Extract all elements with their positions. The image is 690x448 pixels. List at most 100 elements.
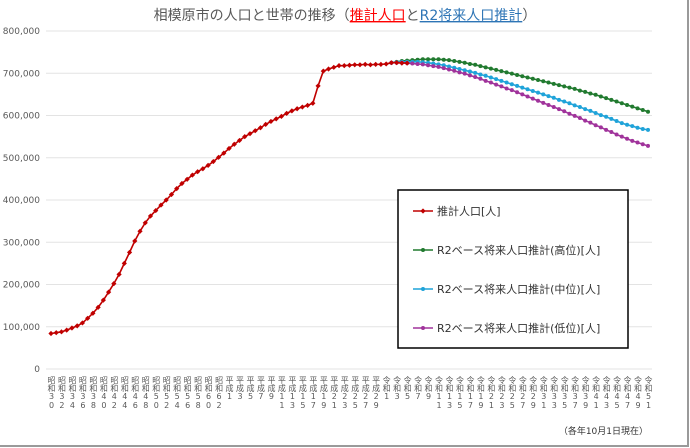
data-point (420, 62, 425, 67)
data-point (168, 191, 175, 198)
data-point (447, 58, 451, 63)
data-point (609, 97, 614, 102)
data-point (562, 109, 567, 114)
data-point (478, 72, 483, 77)
data-point (499, 78, 504, 83)
data-point (473, 70, 478, 75)
data-point (604, 96, 609, 101)
data-point (236, 137, 243, 144)
y-tick-label: 300,000 (3, 238, 40, 248)
data-point (388, 60, 394, 66)
data-point (273, 116, 279, 122)
data-point (284, 110, 290, 116)
data-point (462, 60, 467, 65)
y-tick-label: 500,000 (3, 154, 40, 164)
data-point (373, 61, 379, 67)
chart-title: 相模原市の人口と世帯の推移（推計人口とR2将来人口推計） (154, 7, 537, 24)
data-point (577, 116, 582, 121)
data-point (184, 176, 190, 182)
data-point (598, 94, 603, 99)
y-tick-label: 700,000 (3, 69, 40, 79)
data-point (289, 108, 295, 114)
data-point (426, 57, 431, 62)
data-point (441, 57, 446, 62)
data-point (499, 84, 504, 89)
data-point (420, 57, 425, 62)
data-point (467, 61, 472, 66)
data-point (189, 172, 195, 178)
data-point (415, 61, 420, 66)
data-point (452, 65, 457, 70)
data-point (635, 140, 640, 145)
data-point (421, 326, 425, 330)
data-point (630, 104, 635, 109)
data-point (619, 121, 624, 126)
data-point (572, 113, 577, 118)
data-point (404, 60, 410, 66)
data-point (257, 125, 264, 131)
data-point (299, 104, 305, 110)
data-point (53, 330, 59, 336)
legend-label: R2ベース将来人口推計(高位)[人] (437, 243, 600, 257)
data-point (619, 101, 624, 106)
legend-box (397, 189, 629, 349)
data-point (90, 310, 96, 316)
legend-item: R2ベース将来人口推計(低位)[人] (413, 321, 600, 335)
data-point (494, 67, 499, 72)
title-prefix: 相模原市の人口と世帯の推移（ (154, 7, 350, 24)
data-point (153, 207, 159, 214)
data-point (536, 78, 541, 83)
data-point (614, 118, 619, 123)
data-point (583, 107, 588, 112)
data-point (541, 92, 546, 97)
data-point (562, 99, 567, 104)
data-point (64, 327, 70, 333)
data-point (509, 71, 514, 76)
data-point (609, 116, 614, 121)
data-point (562, 84, 567, 89)
series-0 (48, 60, 410, 337)
data-point (126, 249, 133, 255)
data-point (625, 136, 630, 141)
data-point (346, 62, 353, 68)
data-point (598, 125, 603, 130)
data-point (210, 158, 216, 165)
data-point (421, 287, 425, 291)
data-point (215, 154, 222, 160)
data-point (310, 100, 316, 106)
data-point (447, 64, 451, 69)
data-point (520, 92, 525, 97)
data-point (142, 220, 148, 226)
data-point (362, 61, 368, 67)
title-suffix: ） (522, 8, 536, 24)
data-point (436, 64, 441, 69)
legend-item: R2ベース将来人口推計(高位)[人] (413, 243, 600, 257)
data-point (111, 281, 117, 287)
data-point (336, 63, 342, 69)
data-point (646, 127, 650, 132)
data-point (530, 88, 535, 93)
data-point (488, 66, 493, 71)
data-point (100, 297, 106, 303)
data-point (221, 150, 227, 156)
data-point (462, 71, 467, 76)
data-point (646, 109, 650, 114)
data-point (583, 118, 588, 123)
data-point (48, 330, 54, 337)
data-point (630, 138, 635, 143)
data-point (441, 66, 446, 71)
data-point (577, 105, 582, 110)
data-point (467, 69, 472, 74)
data-point (556, 83, 561, 88)
data-point (619, 134, 624, 139)
data-point (593, 110, 598, 115)
data-point (447, 67, 451, 72)
title-highlight-projection: R2将来人口推計 (420, 8, 523, 24)
data-point (530, 96, 535, 101)
data-point (536, 98, 541, 103)
data-point (95, 304, 101, 310)
data-point (58, 329, 65, 335)
data-point (572, 103, 577, 108)
